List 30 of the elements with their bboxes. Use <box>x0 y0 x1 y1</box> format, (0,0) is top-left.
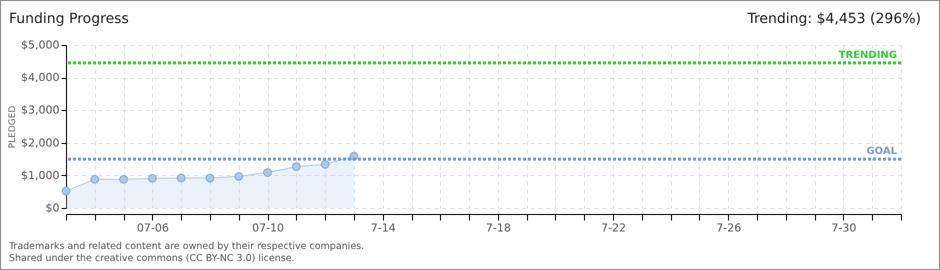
x-tick-label: 7-22 <box>601 222 626 234</box>
point <box>176 174 186 182</box>
y-tick-label: $4,000 <box>21 71 60 84</box>
x-tick-label: 07-06 <box>136 222 169 234</box>
y-tick-label: $0 <box>46 202 60 214</box>
point <box>62 186 70 196</box>
point <box>292 162 301 171</box>
point <box>206 174 214 182</box>
x-tick-label: 7-30 <box>831 222 856 234</box>
text: Trademarks and related content are owned by their respective companies. <box>9 241 364 253</box>
x-tick-label: 07-10 <box>252 222 284 234</box>
point <box>148 174 157 183</box>
point <box>234 172 244 181</box>
point <box>119 174 128 184</box>
ref-line-label: TRENDING <box>838 50 897 61</box>
y-tick-label: $3,000 <box>21 104 60 117</box>
y-tick-label: $2,000 <box>21 136 60 150</box>
x-tick-label: 7-26 <box>716 222 742 234</box>
x-tick-label: 7-14 <box>370 222 396 234</box>
point <box>320 160 330 169</box>
ref-line-label: GOAL <box>866 146 898 158</box>
point <box>90 174 100 184</box>
point <box>263 168 272 177</box>
text: Trending: $4,453 (296%) <box>747 11 921 29</box>
text: Shared under the creative commons (CC BY-NC 3.0) license. <box>9 253 296 265</box>
chart-title: Funding Progress <box>9 11 129 29</box>
y-axis-title: PLEDGED <box>8 106 18 148</box>
y-tick-label: $5,000 <box>21 38 60 52</box>
x-tick-label: 7-18 <box>486 222 511 234</box>
y-tick-label: $1,000 <box>21 168 60 182</box>
